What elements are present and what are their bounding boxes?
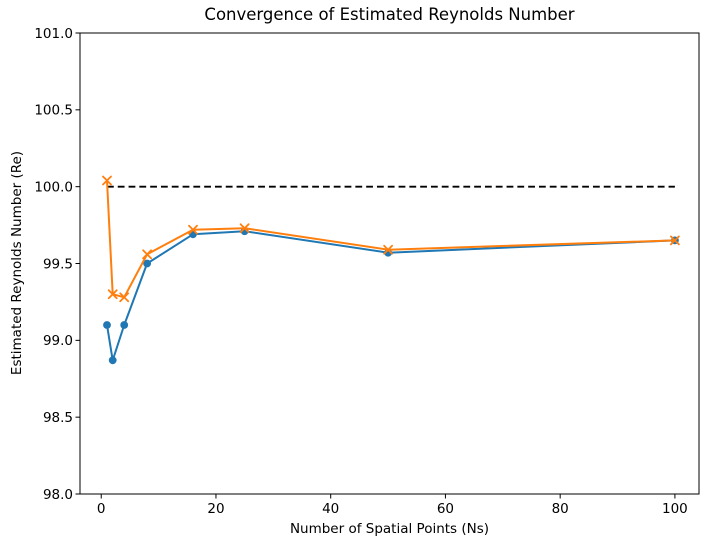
- x-tick-label: 20: [207, 501, 224, 517]
- x-tick-label: 100: [662, 501, 688, 517]
- data-point-x: [670, 235, 680, 246]
- y-axis-label: Estimated Reynolds Number (Re): [9, 150, 25, 376]
- data-point-circle: [103, 321, 111, 329]
- x-tick-label: 80: [552, 501, 569, 517]
- x-tick-label: 0: [97, 501, 106, 517]
- data-point-x: [102, 175, 112, 186]
- data-point-circle: [120, 321, 129, 329]
- data-point-x: [119, 292, 130, 303]
- data-point-x: [107, 289, 118, 300]
- y-tick-label: 98.5: [43, 410, 73, 426]
- x-axis-label: Number of Spatial Points (Ns): [289, 521, 490, 537]
- data-point-x: [188, 224, 198, 235]
- data-point-x: [142, 249, 153, 260]
- data-point-x: [383, 244, 394, 255]
- series-line-circle: [106, 230, 676, 362]
- data-point-circle: [143, 259, 152, 268]
- y-tick-label: 98.0: [43, 487, 73, 503]
- chart-title: Convergence of Estimated Reynolds Number: [204, 5, 575, 24]
- data-point-circle: [108, 356, 117, 365]
- y-tick-label: 99.0: [43, 333, 73, 349]
- x-tick-label: 60: [437, 501, 454, 517]
- y-tick-label: 100.5: [34, 103, 73, 119]
- y-tick-label: 101.0: [34, 26, 73, 42]
- data-point-x: [239, 223, 250, 234]
- plot-spines: [79, 32, 700, 495]
- y-tick-label: 99.5: [43, 256, 73, 272]
- y-tick-label: 100.0: [34, 179, 73, 195]
- series-line-x: [106, 179, 676, 299]
- x-tick-label: 40: [322, 501, 339, 517]
